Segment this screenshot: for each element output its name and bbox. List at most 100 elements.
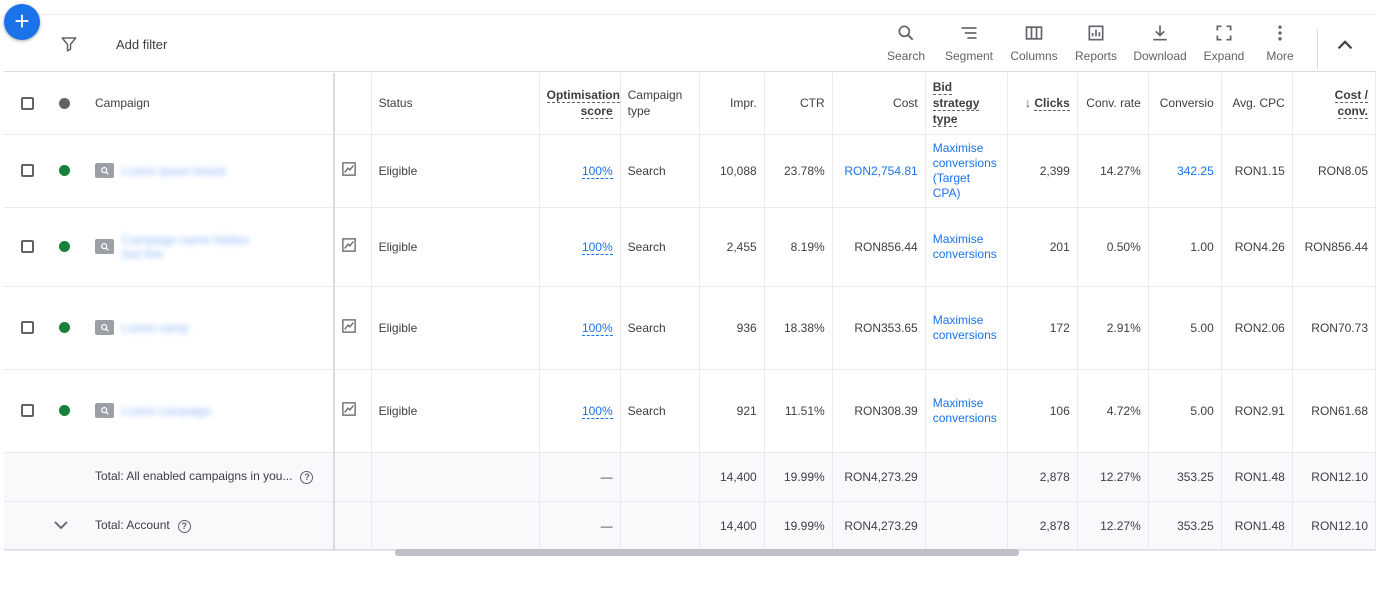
help-icon[interactable]: ? xyxy=(300,471,314,484)
row-checkbox-cell xyxy=(4,134,46,208)
campaign-type-cell: Search xyxy=(620,286,700,370)
avg-cpc-cell: RON1.48 xyxy=(1221,452,1293,502)
campaign-header[interactable]: Campaign xyxy=(88,73,336,135)
cost-header[interactable]: Cost xyxy=(832,73,926,135)
optimisation-score-link[interactable]: 100% xyxy=(581,163,613,179)
conversions-cell: 342.25 xyxy=(1148,134,1222,208)
trend-cell xyxy=(334,369,372,453)
ctr-cell: 19.99% xyxy=(764,501,833,551)
table-row: Lorem campaign Eligible 100% Search 921 … xyxy=(4,369,1377,453)
campaigns-table: Campaign Status Optimisation score Campai… xyxy=(4,73,1377,551)
status-cell: Eligible xyxy=(371,369,540,453)
help-icon[interactable]: ? xyxy=(177,520,191,533)
search-button[interactable]: Search xyxy=(874,23,938,63)
clicks-cell: 2,399 xyxy=(1007,134,1078,208)
download-button[interactable]: Download xyxy=(1128,23,1192,63)
columns-icon xyxy=(1025,26,1043,40)
optimisation-score-link[interactable]: 100% xyxy=(581,403,613,419)
download-label: Download xyxy=(1133,49,1187,63)
segment-button[interactable]: Segment xyxy=(937,23,1001,63)
avg-cpc-cell: RON1.15 xyxy=(1221,134,1293,208)
optimisation-score-header[interactable]: Optimisation score xyxy=(539,73,621,135)
search-icon xyxy=(898,25,914,41)
clicks-header[interactable]: ↓ Clicks xyxy=(1007,73,1078,135)
campaign-name-cell: Lorem ipsum brand xyxy=(88,134,336,208)
ctr-cell: 18.38% xyxy=(764,286,833,370)
trend-chart-icon[interactable] xyxy=(342,402,356,416)
search-campaign-icon xyxy=(95,403,114,418)
impressions-header[interactable]: Impr. xyxy=(699,73,765,135)
status-cell: Eligible xyxy=(371,286,540,370)
row-checkbox[interactable] xyxy=(21,404,34,417)
avg-cpc-cell: RON1.48 xyxy=(1221,501,1293,551)
campaign-type-cell: Search xyxy=(620,207,700,287)
conv-rate-header[interactable]: Conv. rate xyxy=(1077,73,1149,135)
conversions-link[interactable]: 342.25 xyxy=(1177,163,1214,178)
campaign-name-link[interactable]: Lorem campaign xyxy=(122,403,212,418)
cost-per-conv-header[interactable]: Cost / conv. xyxy=(1292,73,1377,135)
bid-strategy-link[interactable]: Maximise conversions (Target CPA) xyxy=(932,140,997,200)
select-all-checkbox[interactable] xyxy=(21,96,34,110)
row-checkbox[interactable] xyxy=(21,240,34,253)
more-label: More xyxy=(1266,49,1294,63)
horizontal-scrollbar[interactable] xyxy=(395,549,1019,556)
optimisation-score-link[interactable]: 100% xyxy=(581,320,613,336)
optimisation-score-cell: 100% xyxy=(539,286,621,370)
ctr-cell: 8.19% xyxy=(764,207,833,287)
status-cell: Eligible xyxy=(371,134,540,208)
campaign-name-link[interactable]: Lorem ipsum brand xyxy=(122,163,226,178)
optimisation-score-link[interactable]: 100% xyxy=(581,239,613,255)
conv-rate-cell: 4.72% xyxy=(1077,369,1149,453)
trend-chart-icon[interactable] xyxy=(342,319,356,333)
bid-strategy-link[interactable]: Maximise conversions xyxy=(932,312,997,342)
conversions-cell: 353.25 xyxy=(1148,452,1222,502)
conv-rate-cell: 12.27% xyxy=(1077,501,1149,551)
bid-strategy-link[interactable]: Maximise conversions xyxy=(932,395,997,425)
empty-cell xyxy=(46,452,88,502)
impressions-cell: 14,400 xyxy=(699,452,765,502)
bid-strategy-header[interactable]: Bid strategy type xyxy=(925,73,1008,135)
optimisation-score-cell: — xyxy=(539,501,621,551)
more-button[interactable]: More xyxy=(1248,23,1312,63)
expand-cell xyxy=(46,501,88,551)
campaign-name-link[interactable]: Campaign name hidden text line xyxy=(122,232,250,261)
avg-cpc-header[interactable]: Avg. CPC xyxy=(1221,73,1293,135)
conv-rate-cell: 14.27% xyxy=(1077,134,1149,208)
expand-icon xyxy=(1216,25,1232,41)
avg-cpc-cell: RON2.06 xyxy=(1221,286,1293,370)
empty-cell xyxy=(4,452,46,502)
reports-button[interactable]: Reports xyxy=(1064,23,1128,63)
cost-per-conv-cell: RON12.10 xyxy=(1292,501,1377,551)
add-filter-button[interactable]: Add filter xyxy=(116,37,168,52)
trend-chart-icon[interactable] xyxy=(342,162,356,176)
ctr-cell: 11.51% xyxy=(764,369,833,453)
expand-button[interactable]: Expand xyxy=(1192,23,1256,63)
campaign-type-cell: Search xyxy=(620,369,700,453)
columns-button[interactable]: Columns xyxy=(1002,23,1066,63)
bid-strategy-cell: Maximise conversions xyxy=(925,207,1008,287)
row-checkbox[interactable] xyxy=(21,164,34,177)
optimisation-score-cell: — xyxy=(539,452,621,502)
campaign-name-link[interactable]: Lorem camp xyxy=(122,320,189,335)
empty-cell xyxy=(334,501,372,551)
enabled-status-dot xyxy=(59,165,70,176)
cost-per-conv-cell: RON856.44 xyxy=(1292,207,1377,287)
cost-link[interactable]: RON2,754.81 xyxy=(844,163,918,178)
row-checkbox-cell xyxy=(4,286,46,370)
conversions-header[interactable]: Conversio xyxy=(1148,73,1222,135)
impressions-cell: 14,400 xyxy=(699,501,765,551)
status-header[interactable]: Status xyxy=(371,73,540,135)
filter-icon[interactable] xyxy=(60,35,78,53)
ctr-header[interactable]: CTR xyxy=(764,73,833,135)
campaign-type-header[interactable]: Campaign type xyxy=(620,73,700,135)
row-status-cell xyxy=(46,286,88,370)
status-filter-dot[interactable] xyxy=(59,97,70,109)
chevron-up-icon[interactable] xyxy=(1332,35,1358,53)
table-row: Lorem ipsum brand Eligible 100% Search 1… xyxy=(4,134,1377,208)
row-checkbox[interactable] xyxy=(21,321,34,334)
create-button[interactable]: + xyxy=(4,4,40,40)
chevron-down-icon[interactable] xyxy=(53,520,69,530)
bid-strategy-link[interactable]: Maximise conversions xyxy=(932,231,997,261)
trend-chart-icon[interactable] xyxy=(342,238,356,252)
enabled-status-dot xyxy=(59,405,70,416)
